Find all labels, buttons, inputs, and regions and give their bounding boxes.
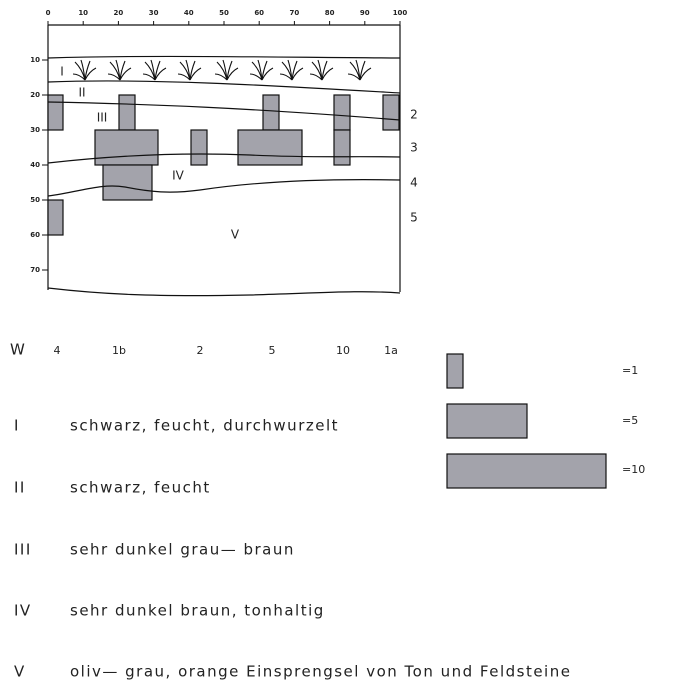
legend-box — [446, 403, 528, 439]
plant — [72, 59, 97, 81]
boundary — [47, 101, 401, 121]
scale-row-label: W — [10, 341, 26, 359]
y-tick-label: 10 — [30, 56, 40, 64]
legend-label: =1 — [622, 364, 638, 377]
plant — [249, 59, 274, 81]
boundary — [47, 80, 401, 94]
boundary-label: 3 — [410, 141, 418, 155]
sample-box — [47, 199, 64, 236]
x-tick-label: 80 — [325, 9, 335, 17]
scale-value: 10 — [336, 344, 350, 357]
plant — [279, 59, 304, 81]
plant — [142, 59, 167, 81]
bottom — [47, 287, 401, 297]
legend-label: =10 — [622, 463, 645, 476]
horizon-numeral: III — [14, 541, 32, 559]
horizon-description: sehr dunkel braun, tonhaltig — [70, 602, 325, 620]
horizon-label: III — [97, 111, 108, 125]
x-tick-label: 70 — [290, 9, 300, 17]
horizon-numeral: V — [14, 663, 26, 681]
sample-box — [102, 164, 153, 201]
x-tick-label: 30 — [149, 9, 159, 17]
sample-box — [382, 94, 400, 131]
boundaries — [47, 55, 401, 297]
horizon-description: oliv— grau, orange Einsprengsel von Ton … — [70, 663, 571, 681]
sample-box — [333, 129, 351, 166]
horizon-numeral: I — [14, 417, 20, 435]
x-tick-label: 90 — [360, 9, 370, 17]
y-tick-label: 70 — [30, 266, 40, 274]
sample-box — [94, 129, 159, 166]
legend-boxes — [446, 353, 607, 489]
horizon-label: IV — [172, 169, 185, 183]
boxes — [47, 94, 400, 236]
x-tick-label: 0 — [46, 9, 51, 17]
y-tick-label: 60 — [30, 231, 40, 239]
scale-value: 4 — [54, 344, 61, 357]
horizon-label: II — [78, 86, 85, 100]
boundary-label: 5 — [410, 211, 418, 225]
horizon-description: sehr dunkel grau— braun — [70, 541, 295, 559]
boundary-label: 4 — [410, 176, 418, 190]
surface — [47, 55, 401, 59]
y-tick-label: 40 — [30, 161, 40, 169]
boundary-label: 2 — [410, 108, 418, 122]
x-tick-label: 100 — [393, 9, 408, 17]
x-tick-label: 20 — [114, 9, 124, 17]
horizon-description: schwarz, feucht, durchwurzelt — [70, 417, 339, 435]
sample-box — [190, 129, 208, 166]
plant — [309, 59, 334, 81]
plant — [347, 59, 372, 81]
y-tick-label: 30 — [30, 126, 40, 134]
plant — [177, 59, 202, 81]
sample-box — [118, 94, 136, 131]
x-tick-label: 60 — [254, 9, 264, 17]
plant — [107, 59, 132, 81]
horizon-numeral: II — [14, 479, 26, 497]
legend-label: =5 — [622, 414, 638, 427]
y-tick-label: 20 — [30, 91, 40, 99]
boundary — [47, 153, 401, 164]
scale-value: 1b — [112, 344, 126, 357]
scale-value: 5 — [269, 344, 276, 357]
sample-box — [333, 94, 351, 131]
sample-box — [47, 94, 64, 131]
x-tick-label: 10 — [78, 9, 88, 17]
scale-value: 2 — [197, 344, 204, 357]
sample-box — [262, 94, 280, 131]
legend-box — [446, 353, 464, 389]
y-tick-label: 50 — [30, 196, 40, 204]
horizon-label: I — [60, 65, 64, 79]
boundary — [47, 179, 401, 197]
legend-box — [446, 453, 607, 489]
x-tick-label: 50 — [219, 9, 229, 17]
x-tick-label: 40 — [184, 9, 194, 17]
horizon-description: schwarz, feucht — [70, 479, 211, 497]
scale-value: 1a — [384, 344, 398, 357]
horizon-label: V — [231, 228, 240, 242]
horizon-numeral: IV — [14, 602, 32, 620]
plants — [72, 59, 372, 81]
sample-box — [237, 129, 303, 166]
plant — [214, 59, 239, 81]
